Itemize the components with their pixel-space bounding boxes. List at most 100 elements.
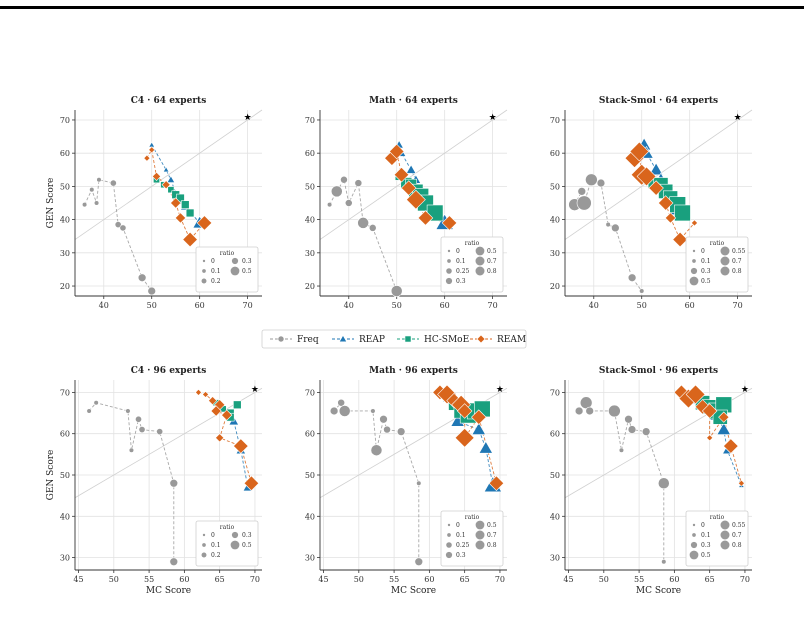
x-tick-label: 60 [424, 575, 434, 584]
y-tick-label: 30 [550, 554, 560, 563]
freq-point [379, 414, 388, 424]
ratio-legend-marker [447, 523, 451, 527]
x-axis-label: MC Score [391, 586, 436, 596]
freq-point [109, 179, 117, 187]
x-tick-label: 65 [705, 575, 715, 584]
freq-point [128, 447, 135, 453]
ream-point [148, 146, 156, 154]
reap-point [716, 422, 732, 435]
freq-point [169, 479, 179, 488]
legend-label-reap: REAP [359, 335, 385, 345]
y-tick-label: 30 [550, 249, 560, 258]
y-tick-label: 70 [550, 116, 560, 125]
ratio-legend-marker [720, 530, 730, 540]
ratio-legend-marker [475, 540, 485, 550]
reap-point [148, 141, 156, 148]
ratio-legend: ratio 0 0.1 0.25 0.3 0.5 0.7 0.8 [440, 236, 504, 293]
y-tick-label: 30 [60, 554, 70, 563]
ratio-legend-marker [202, 543, 206, 547]
x-axis-label: MC Score [636, 586, 681, 596]
ream-point [170, 197, 182, 209]
ratio-legend-label: 0.8 [487, 268, 497, 275]
chart-panel-6: 45 50 55 60 65 70 30 40 50 60 70 Stack-Smol · 96 ex… [550, 366, 753, 596]
ratio-legend-marker [690, 267, 698, 275]
ream-point [690, 219, 698, 227]
ream-point [657, 195, 674, 211]
freq-point [627, 273, 637, 282]
freq-point [93, 200, 100, 206]
x-tick-label: 50 [147, 301, 157, 310]
ratio-legend-label: 0.55 [732, 522, 746, 529]
ratio-legend-title: ratio [710, 514, 725, 521]
freq-point [608, 404, 621, 418]
y-tick-label: 70 [550, 388, 560, 397]
y-tick-label: 50 [305, 471, 315, 480]
reap-point [166, 175, 176, 183]
y-tick-label: 30 [305, 249, 315, 258]
legend-label-hc-smoe: HC-SMoE [424, 335, 469, 345]
ream-point [393, 167, 410, 183]
ratio-legend-label: 0 [211, 258, 215, 265]
ream-point [243, 475, 260, 491]
ream-point [685, 384, 706, 405]
y-tick-label: 20 [305, 282, 315, 291]
ream-point [471, 409, 487, 425]
target-star-icon: ★ [251, 385, 259, 395]
ream-point [388, 143, 405, 160]
ratio-legend-label: 0.1 [211, 542, 221, 549]
figure: 40 50 60 70 20 30 40 50 60 70 C4 · 64 experts GEN S… [46, 96, 753, 596]
ream-point [196, 215, 213, 231]
y-tick-label: 40 [305, 216, 315, 225]
freq-point [147, 286, 156, 296]
panel-title: Stack-Smol · 96 experts [599, 366, 718, 376]
ratio-legend: ratio 0 0.1 0.3 0.5 0.55 0.7 0.8 [685, 236, 749, 293]
freq-point [340, 175, 348, 184]
ratio-legend: ratio 0 0.1 0.2 0.3 0.5 [195, 246, 259, 293]
chart-panel-5: 45 50 55 60 65 70 30 40 50 60 70 Math · 96 experts M… [305, 366, 508, 596]
freq-point [657, 477, 670, 490]
ream-point [406, 189, 426, 210]
hc-smoe-point [233, 400, 242, 410]
ratio-legend-label: 0 [456, 522, 460, 529]
ream-point [737, 479, 745, 487]
ratio-legend-label: 0.5 [487, 248, 497, 255]
y-tick-label: 70 [60, 116, 70, 125]
x-tick-label: 40 [344, 301, 354, 310]
x-tick-label: 55 [389, 575, 399, 584]
x-tick-label: 50 [637, 301, 647, 310]
freq-point [596, 178, 606, 188]
y-tick-label: 70 [305, 388, 315, 397]
chart-panel-4: 45 50 55 60 65 70 30 40 50 60 70 C4 · 96 experts GEN… [46, 366, 263, 596]
y-tick-label: 60 [550, 149, 560, 158]
freq-point [93, 400, 99, 406]
y-tick-label: 40 [550, 512, 560, 521]
ratio-legend-label: 0.5 [242, 268, 252, 275]
ream-point [202, 390, 210, 398]
ratio-legend-marker [202, 259, 206, 263]
panel-title: C4 · 96 experts [131, 366, 207, 376]
freq-point [89, 187, 95, 193]
y-tick-label: 60 [60, 430, 70, 439]
ream-point [208, 396, 218, 406]
x-tick-label: 60 [195, 301, 205, 310]
legend-label-ream: REAM [497, 335, 526, 345]
y-tick-label: 30 [60, 249, 70, 258]
ratio-legend-marker [475, 246, 485, 256]
ream-point [701, 403, 718, 419]
ream-point [161, 180, 171, 190]
y-tick-label: 50 [60, 471, 70, 480]
ratio-legend-label: 0.3 [701, 542, 711, 549]
x-tick-label: 60 [440, 301, 450, 310]
freq-point [86, 408, 92, 414]
ratio-legend-marker [231, 257, 239, 265]
chart-panel-3: 40 50 60 70 20 30 40 50 60 70 Stack-Smol · 64 expe… [550, 96, 753, 310]
ratio-legend-marker [230, 266, 240, 276]
ratio-legend-label: 0.3 [242, 258, 252, 265]
y-tick-label: 60 [550, 430, 560, 439]
x-tick-label: 70 [488, 301, 498, 310]
reap-point [162, 166, 170, 173]
x-tick-label: 65 [460, 575, 470, 584]
target-star-icon: ★ [496, 385, 504, 395]
y-tick-label: 50 [60, 182, 70, 191]
y-tick-label: 30 [305, 554, 315, 563]
